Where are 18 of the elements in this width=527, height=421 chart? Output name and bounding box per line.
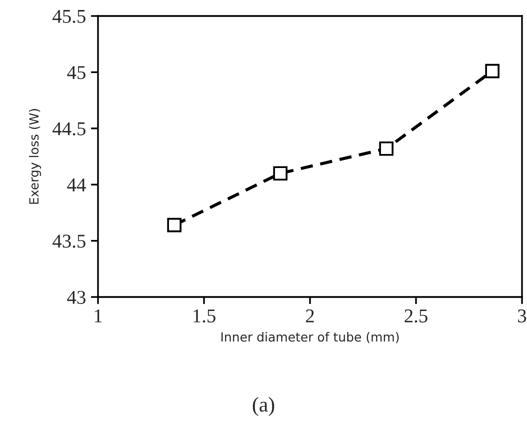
x-axis-title: Inner diameter of tube (mm) (221, 332, 399, 344)
x-tick-label: 2.5 (404, 309, 428, 323)
y-axis-title: Exergy loss (W) (28, 109, 42, 204)
point (485, 64, 500, 78)
point (379, 141, 394, 156)
point (167, 218, 182, 232)
y-tick-label: 43 (67, 290, 86, 304)
y-tick-label: 44.5 (52, 122, 86, 136)
y-tick-label: 44 (67, 178, 86, 192)
text: (a) (252, 397, 274, 416)
point (273, 166, 288, 181)
x-tick-label: 1.5 (194, 309, 216, 323)
y-tick-label: 43.5 (52, 234, 86, 248)
x-tick-label: 3 (518, 309, 526, 322)
y-tick-label: 45 (67, 66, 86, 80)
x-tick-label: 2 (306, 309, 314, 322)
x-tick-label: 1 (94, 309, 102, 322)
y-tick-label: 45.5 (52, 10, 86, 24)
